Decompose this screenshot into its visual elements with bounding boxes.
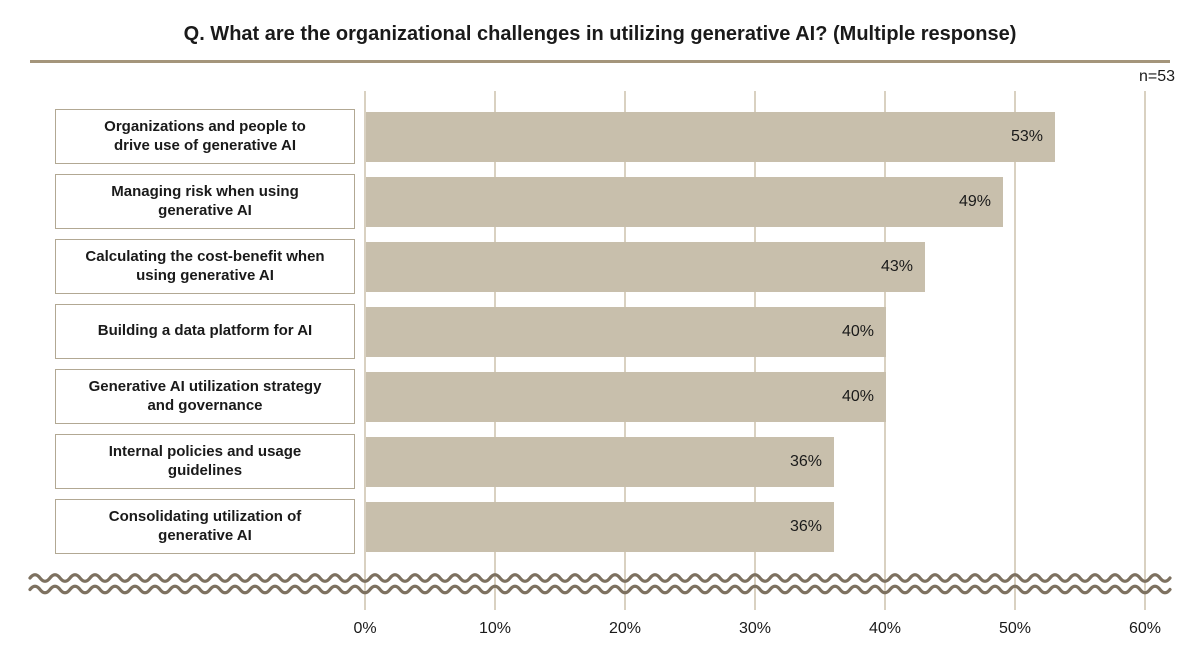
bar: 36% (366, 502, 834, 552)
bar-value-label: 43% (880, 258, 913, 275)
gridline-0% (364, 91, 366, 610)
gridline-60% (1144, 91, 1146, 610)
bar-value-label: 49% (958, 193, 991, 210)
chart-title: Q. What are the organizational challenge… (183, 23, 1017, 45)
x-tick-label: 0% (353, 620, 377, 637)
bar: 43% (366, 242, 925, 292)
category-label-box: Building a data platform for AI (55, 304, 355, 359)
category-label-box: Consolidating utilization of generative … (55, 499, 355, 554)
category-label-box: Generative AI utilization strategy and g… (55, 369, 355, 424)
sample-size-label: n=53 (1138, 68, 1175, 85)
wave-line (28, 573, 1172, 583)
wave-line (28, 584, 1172, 595)
x-tick-label: 40% (868, 620, 902, 637)
bar-value-label: 40% (841, 323, 874, 340)
x-tick-label: 50% (998, 620, 1032, 637)
bar: 49% (366, 177, 1003, 227)
bar-value-label: 53% (1010, 128, 1043, 145)
title-rule (30, 60, 1170, 63)
bar: 40% (366, 307, 886, 357)
category-label-box: Managing risk when using generative AI (55, 174, 355, 229)
category-label-box: Organizations and people to drive use of… (55, 109, 355, 164)
x-tick-label: 20% (608, 620, 642, 637)
category-label-box: Calculating the cost-benefit when using … (55, 239, 355, 294)
x-tick-label: 30% (738, 620, 772, 637)
bar: 36% (366, 437, 834, 487)
bar-value-label: 40% (841, 388, 874, 405)
bar-value-label: 36% (789, 453, 822, 470)
bar: 40% (366, 372, 886, 422)
category-label-box: Internal policies and usage guidelines (55, 434, 355, 489)
gridline-50% (1014, 91, 1016, 610)
bar: 53% (366, 112, 1055, 162)
x-tick-label: 60% (1128, 620, 1162, 637)
bar-value-label: 36% (789, 518, 822, 535)
x-tick-label: 10% (478, 620, 512, 637)
